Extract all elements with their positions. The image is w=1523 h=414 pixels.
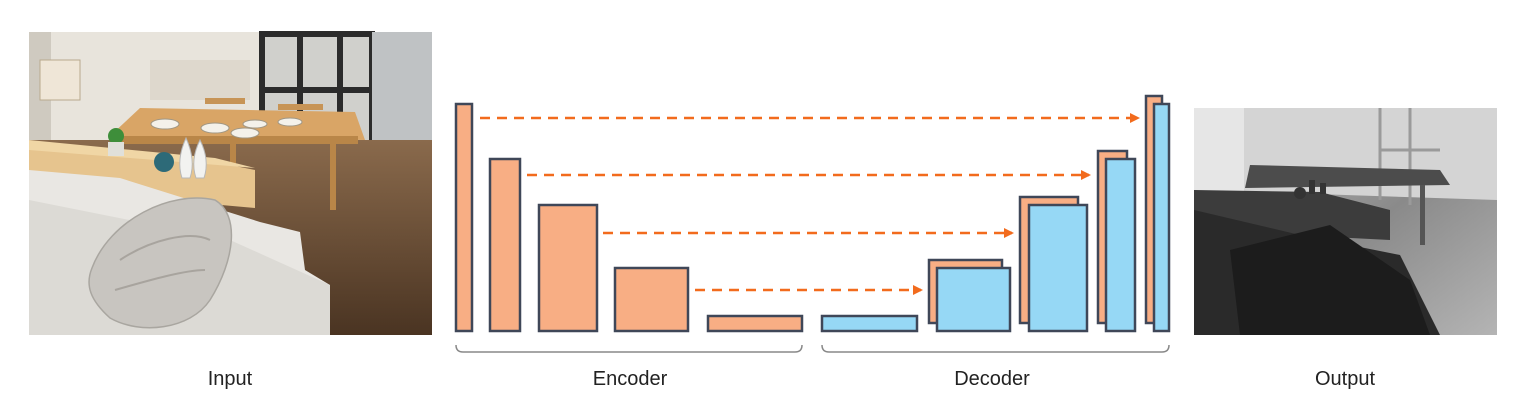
output-image (1194, 108, 1497, 335)
encoder-label: Encoder (593, 368, 668, 390)
encoder-block-1 (454, 102, 474, 333)
decoder-block-4 (1104, 157, 1137, 333)
decoder (820, 94, 1171, 333)
skip-connections (480, 113, 1140, 295)
decoder-block-2 (935, 266, 1012, 333)
decoder-block-5 (1152, 102, 1171, 333)
input-label: Input (208, 368, 253, 390)
output-label: Output (1315, 368, 1375, 390)
decoder-block-1 (820, 314, 919, 333)
encoder-block-3 (537, 203, 599, 333)
encoder-block-4 (613, 266, 690, 333)
decoder-block-3 (1027, 203, 1089, 333)
encoder-bracket (455, 344, 803, 353)
encoder (454, 102, 804, 333)
input-image (29, 31, 432, 335)
decoder-label: Decoder (954, 368, 1030, 390)
encoder-block-2 (488, 157, 522, 333)
decoder-bracket (821, 344, 1170, 353)
encoder-block-5 (706, 314, 804, 333)
